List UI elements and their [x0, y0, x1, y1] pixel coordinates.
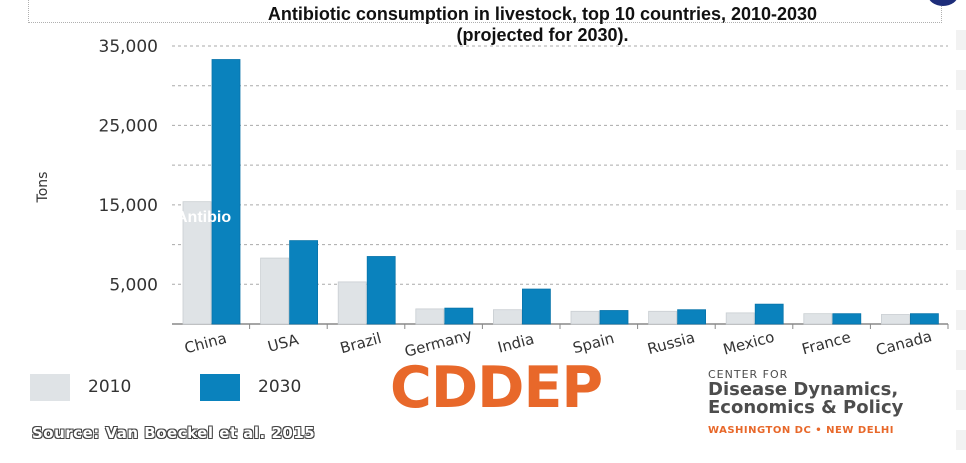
y-tick-label: 15,000 — [99, 196, 158, 216]
org-line1: CENTER FOR — [708, 368, 789, 381]
org-line2: Disease Dynamics, — [708, 379, 899, 400]
x-tick-label-usa: USA — [266, 330, 301, 356]
overlay-text: Antibio — [176, 209, 231, 226]
legend-label-2010: 2010 — [88, 377, 132, 397]
chart-title: Antibiotic consumption in livestock, top… — [190, 4, 895, 46]
bar-china-2030 — [211, 59, 241, 325]
x-tick-label-brazil: Brazil — [338, 329, 383, 357]
x-tick-label-canada: Canada — [874, 327, 934, 359]
organization-name: CENTER FOR Disease Dynamics, Economics &… — [708, 368, 903, 436]
bar-canada-2030 — [910, 313, 939, 325]
x-tick-label-india: India — [496, 330, 536, 357]
y-tick-label: 25,000 — [99, 116, 158, 136]
bar-france-2030 — [832, 313, 862, 325]
bar-india-2010 — [492, 309, 522, 325]
legend-label-2030: 2030 — [258, 377, 302, 397]
bar-spain-2030 — [599, 310, 629, 325]
x-tick-label-spain: Spain — [571, 329, 616, 357]
bars — [182, 59, 939, 325]
right-edge-strip — [956, 30, 966, 460]
org-line3: Economics & Policy — [708, 397, 904, 418]
bar-india-2030 — [522, 288, 551, 325]
bar-mexico-2030 — [754, 303, 784, 325]
y-tick-label: 35,000 — [99, 37, 158, 57]
source-note: Source: Van Boeckel et al. 2015 — [32, 424, 316, 442]
bar-germany-2010 — [415, 308, 445, 325]
top-frame — [28, 0, 942, 23]
x-tick-label-france: France — [800, 328, 853, 358]
x-tick-label-mexico: Mexico — [721, 328, 776, 359]
bar-mexico-2010 — [725, 312, 755, 325]
legend-item-2010: 2010 — [30, 373, 131, 401]
bar-china-2010 — [182, 201, 212, 325]
bar-usa-2010 — [260, 257, 290, 325]
x-tick-label-russia: Russia — [645, 328, 696, 358]
legend-item-2030: 2030 — [200, 373, 301, 401]
org-line4: WASHINGTON DC • NEW DELHI — [708, 425, 894, 436]
bar-spain-2010 — [570, 310, 600, 325]
bar-brazil-2030 — [366, 256, 396, 325]
y-tick-label: 5,000 — [109, 275, 158, 295]
chart-title-line2: (projected for 2030). — [456, 25, 629, 45]
legend-swatch-2030 — [200, 373, 240, 401]
bar-brazil-2010 — [337, 281, 367, 325]
bar-france-2010 — [803, 313, 833, 325]
bar-canada-2010 — [881, 314, 910, 325]
cddep-logo: CDDEP — [390, 355, 603, 421]
bar-usa-2030 — [289, 240, 319, 325]
legend-swatch-2010 — [30, 373, 70, 401]
chart-title-line1: Antibiotic consumption in livestock, top… — [267, 4, 818, 24]
bar-russia-2010 — [648, 310, 677, 325]
x-tick-label-china: China — [182, 329, 228, 357]
y-axis-tick-labels: 5,000 15,000 25,000 35,000 — [99, 37, 158, 295]
corner-badge — [928, 0, 958, 6]
bar-germany-2030 — [444, 307, 474, 325]
bar-russia-2030 — [677, 309, 706, 325]
y-axis-label: Tons — [35, 172, 51, 204]
